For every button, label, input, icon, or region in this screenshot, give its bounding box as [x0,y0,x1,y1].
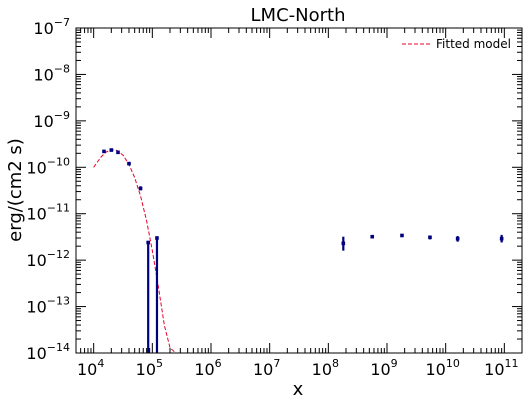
data-point [102,149,106,154]
y-tick-label: 10−9 [33,109,70,131]
data-point [400,233,404,238]
y-tick-label: 10−7 [33,16,70,38]
data-point [370,234,375,239]
y-tick-label: 10−13 [26,295,70,317]
data-point [109,148,114,152]
data-point [499,236,504,241]
x-tick-label: 105 [136,357,163,379]
x-tick-label: 109 [370,357,397,379]
legend: Fitted model [402,37,511,51]
x-tick-label: 1010 [425,357,459,379]
fitted-model-line [93,149,179,353]
x-axis-label: x [293,379,304,400]
x-tick-label: 108 [312,357,339,379]
chart-title: LMC-North [251,5,346,26]
data-point [146,240,150,245]
data-point [116,150,120,155]
data-point [127,161,131,166]
x-tick-label: 104 [77,357,104,379]
x-tick-label: 107 [253,357,280,379]
data-point [138,186,143,191]
x-tick-label: 106 [194,357,221,379]
data-point [155,236,159,240]
data-point [455,236,460,241]
legend-label-fitted-model: Fitted model [436,37,511,51]
data-point [341,241,346,246]
axis-ticks [76,27,522,354]
y-axis-label: erg/(cm2 s) [5,138,26,242]
plot-area [93,148,504,353]
plot-frame [75,27,523,354]
y-tick-label: 10−12 [26,248,70,270]
y-tick-label: 10−14 [26,341,70,363]
data-point [428,235,432,240]
x-tick-label: 1011 [484,357,518,379]
y-tick-label: 10−10 [26,155,70,177]
y-tick-label: 10−8 [33,62,70,84]
y-tick-label: 10−11 [26,202,70,224]
